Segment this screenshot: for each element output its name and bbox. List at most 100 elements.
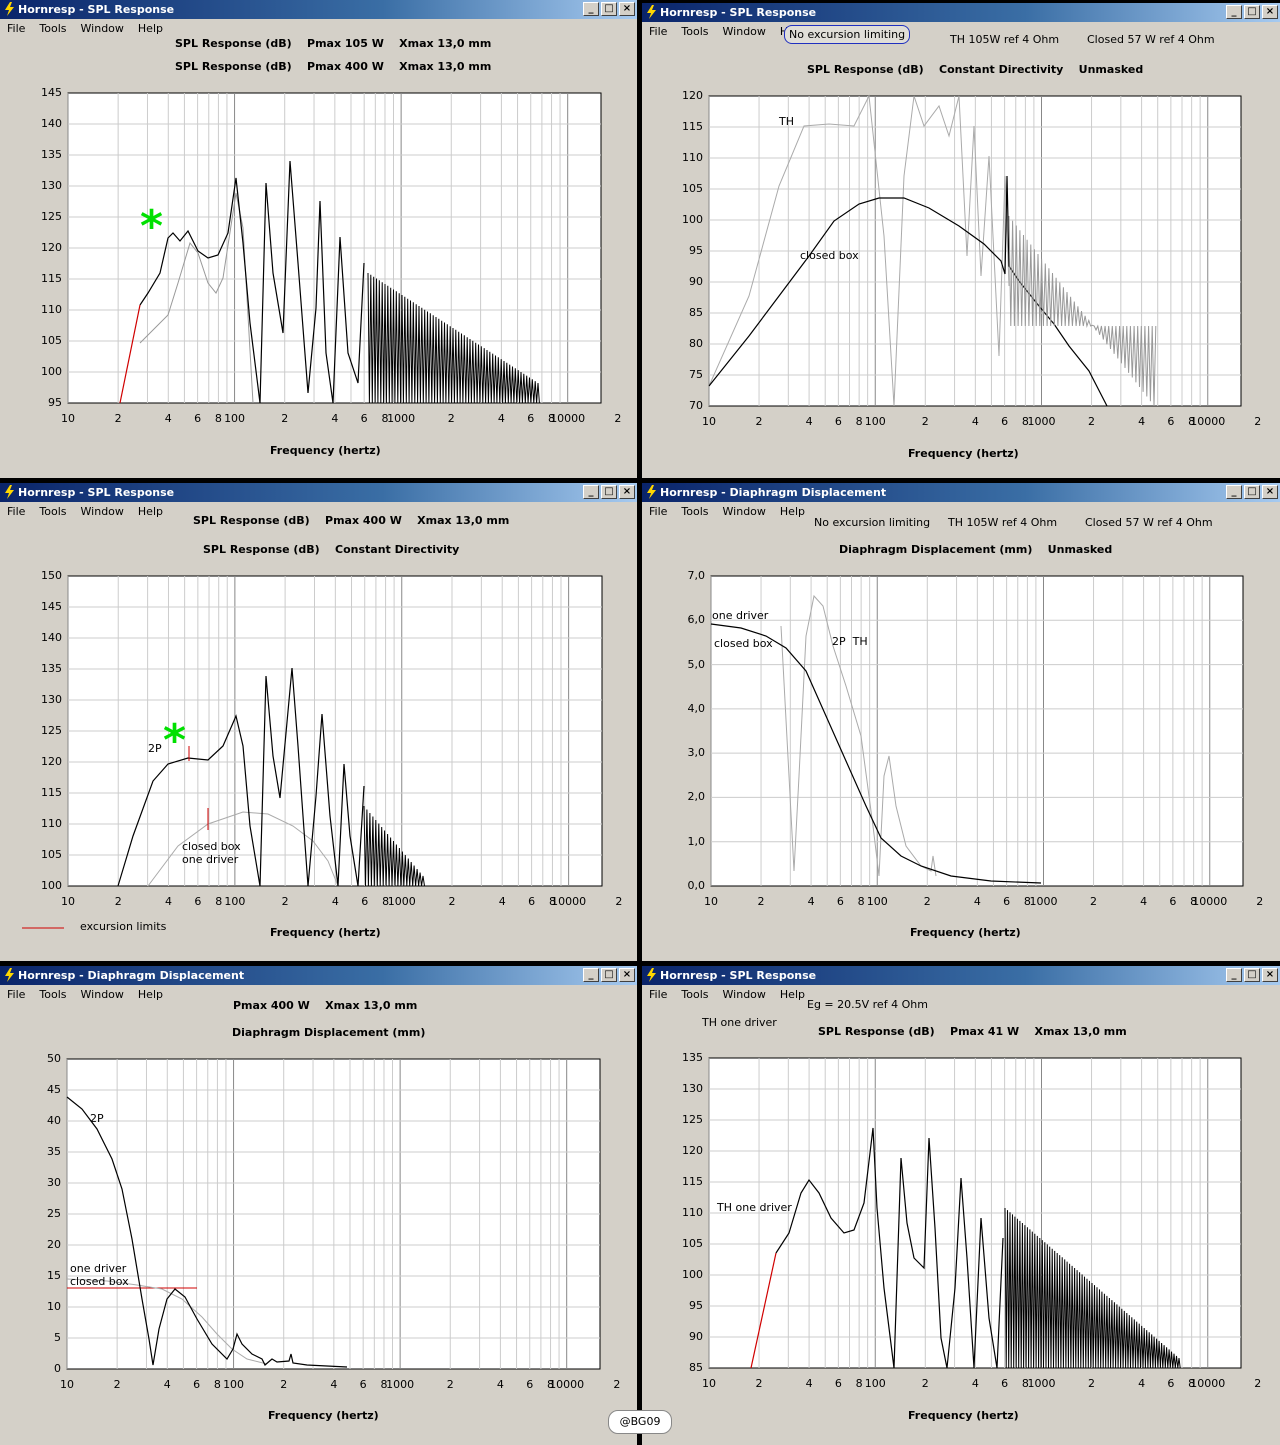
menu-tools[interactable]: Tools: [681, 988, 709, 1001]
header-closed: Closed 57 W ref 4 Ohm: [1085, 516, 1213, 529]
menu-file[interactable]: File: [649, 505, 668, 518]
y-tick-label: 120: [41, 755, 62, 768]
header-line-2: Diaphragm Displacement (mm) Unmasked: [839, 543, 1113, 556]
x-tick-label: 10000: [1190, 1377, 1226, 1390]
menu-help[interactable]: Help: [779, 505, 805, 518]
x-tick-label: 4: [1138, 1377, 1146, 1390]
menu-file[interactable]: File: [7, 505, 26, 518]
y-tick-label: 0: [54, 1362, 61, 1375]
menu-help[interactable]: Help: [137, 505, 163, 518]
x-tick-label: 2: [448, 895, 456, 908]
plot-svg: [710, 575, 1244, 887]
x-tick-label: 10: [61, 895, 75, 908]
y-tick-label: 135: [682, 1051, 703, 1064]
maximize-button[interactable]: □: [1244, 968, 1260, 982]
y-tick-label: 95: [48, 396, 62, 409]
menu-tools[interactable]: Tools: [39, 22, 67, 35]
close-button[interactable]: ×: [619, 485, 635, 499]
x-tick-label: 4: [331, 412, 339, 425]
menu-tools[interactable]: Tools: [39, 505, 67, 518]
x-tick-label: 6: [359, 1378, 367, 1391]
menu-window[interactable]: Window: [80, 988, 124, 1001]
menu-file[interactable]: File: [649, 988, 668, 1001]
minimize-button[interactable]: _: [583, 2, 599, 16]
x-tick-label: 8: [213, 1378, 221, 1391]
maximize-button[interactable]: □: [601, 2, 617, 16]
legend-excursion-limits: excursion limits: [80, 920, 167, 933]
close-button[interactable]: ×: [1262, 485, 1278, 499]
maximize-button[interactable]: □: [1244, 5, 1260, 19]
y-tick-label: 1,0: [687, 834, 706, 848]
close-button[interactable]: ×: [619, 968, 635, 982]
close-button[interactable]: ×: [1262, 5, 1278, 19]
y-tick-label: 150: [41, 569, 62, 582]
titlebar[interactable]: Hornresp - SPL Response _ □ ×: [642, 966, 1280, 985]
x-tick-label: 8: [214, 412, 222, 425]
menu-help[interactable]: Help: [137, 988, 163, 1001]
hornresp-icon: [5, 485, 14, 499]
titlebar[interactable]: Hornresp - SPL Response _ □ ×: [0, 0, 637, 19]
menubar: File Tools Window Help: [0, 503, 170, 521]
menu-help[interactable]: Help: [137, 22, 163, 35]
curve-comb: [363, 805, 425, 887]
menu-window[interactable]: Window: [80, 505, 124, 518]
header-line-2: SPL Response (dB) Pmax 400 W Xmax 13,0 m…: [175, 60, 492, 73]
menu-window[interactable]: Window: [722, 25, 766, 38]
menu-window[interactable]: Window: [722, 505, 766, 518]
plot-area: [66, 1058, 601, 1370]
x-axis-label: Frequency (hertz): [908, 447, 1019, 460]
menu-file[interactable]: File: [7, 988, 26, 1001]
x-tick-label: 2: [447, 412, 455, 425]
curve-2p: [66, 1096, 348, 1368]
titlebar[interactable]: Hornresp - Diaphragm Displacement _ □ ×: [0, 966, 637, 985]
maximize-button[interactable]: □: [601, 485, 617, 499]
maximize-button[interactable]: □: [601, 968, 617, 982]
y-tick-label: 130: [41, 179, 62, 192]
y-tick-label: 115: [41, 786, 62, 799]
y-tick-label: 140: [41, 117, 62, 130]
label-2p: 2P: [148, 742, 162, 755]
green-asterisk-marker: *: [163, 715, 187, 766]
menu-window[interactable]: Window: [722, 988, 766, 1001]
y-tick-label: 5: [54, 1331, 61, 1344]
x-tick-label: 8: [1190, 895, 1198, 908]
watermark-badge: @BG09: [608, 1410, 672, 1434]
x-tick-label: 100: [864, 415, 886, 428]
y-tick-label: 10: [47, 1300, 61, 1313]
y-tick-label: 120: [682, 1144, 703, 1157]
curve-2p: [117, 667, 365, 887]
label-closed-box: closed box: [800, 249, 859, 262]
curve-comb: [367, 272, 540, 404]
menu-help[interactable]: Help: [779, 988, 805, 1001]
titlebar[interactable]: Hornresp - SPL Response _ □ ×: [642, 3, 1280, 22]
x-tick-label: 10: [61, 412, 75, 425]
menu-window[interactable]: Window: [80, 22, 124, 35]
menu-tools[interactable]: Tools: [681, 25, 709, 38]
close-button[interactable]: ×: [1262, 968, 1278, 982]
menu-file[interactable]: File: [7, 22, 26, 35]
titlebar[interactable]: Hornresp - SPL Response _ □ ×: [0, 483, 637, 502]
titlebar[interactable]: Hornresp - Diaphragm Displacement _ □ ×: [642, 483, 1280, 502]
minimize-button[interactable]: _: [583, 968, 599, 982]
window-spl-1: Hornresp - SPL Response _ □ × File Tools W…: [0, 0, 637, 478]
y-tick-label: 2,0: [687, 790, 706, 804]
menu-tools[interactable]: Tools: [39, 988, 67, 1001]
legend-red-line: [22, 927, 64, 929]
y-tick-label: 85: [689, 306, 703, 319]
x-tick-label: 10: [702, 415, 716, 428]
minimize-button[interactable]: _: [1226, 485, 1242, 499]
x-tick-label: 10: [702, 1377, 716, 1390]
minimize-button[interactable]: _: [1226, 968, 1242, 982]
x-tick-label: 6: [1169, 895, 1177, 908]
y-tick-label: 115: [682, 120, 703, 133]
y-tick-label: 125: [41, 724, 62, 737]
minimize-button[interactable]: _: [583, 485, 599, 499]
close-button[interactable]: ×: [619, 2, 635, 16]
menu-tools[interactable]: Tools: [681, 505, 709, 518]
y-tick-label: 25: [47, 1207, 61, 1220]
maximize-button[interactable]: □: [1244, 485, 1260, 499]
menu-file[interactable]: File: [649, 25, 668, 38]
y-tick-label: 50: [47, 1052, 61, 1065]
minimize-button[interactable]: _: [1226, 5, 1242, 19]
plot-svg: [708, 94, 1242, 407]
